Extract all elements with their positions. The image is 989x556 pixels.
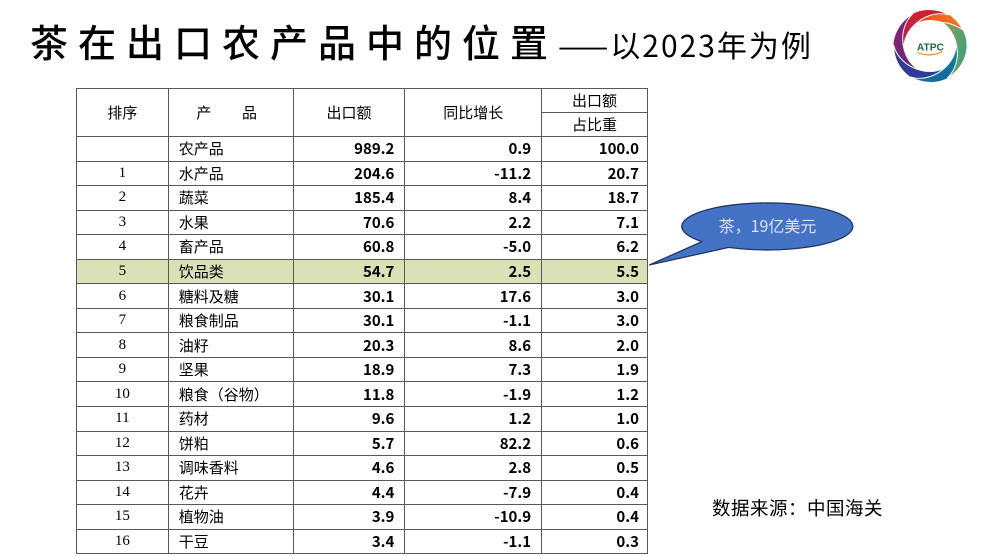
- svg-text:茶，19亿美元: 茶，19亿美元: [719, 213, 817, 237]
